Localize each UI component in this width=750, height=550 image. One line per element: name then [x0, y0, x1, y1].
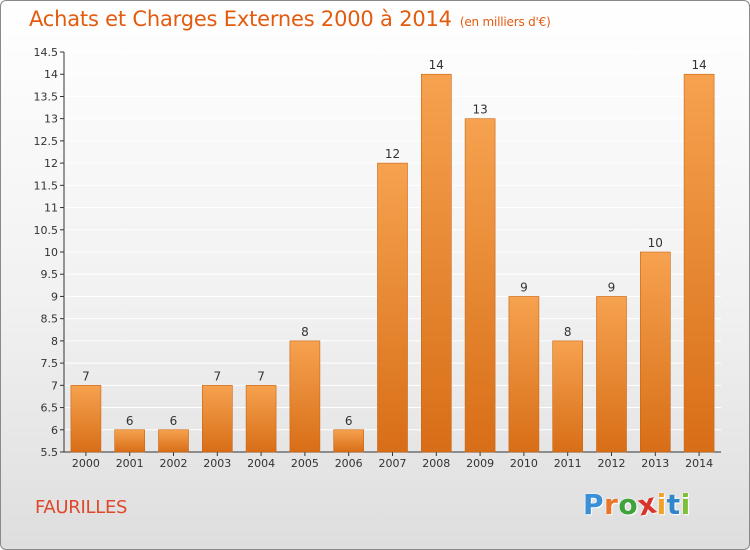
- chart-subtitle: (en milliers d'€): [459, 15, 551, 29]
- commune-name: FAURILLES: [35, 497, 128, 518]
- x-tick-label: 2005: [291, 457, 319, 470]
- bar-2006: [333, 429, 365, 453]
- bar-value-label: 13: [472, 103, 487, 117]
- bar-value-label: 6: [345, 414, 353, 428]
- bar-value-label: 9: [608, 280, 616, 294]
- bar-2012: [596, 296, 627, 453]
- y-tick-label: 5.5: [41, 446, 59, 459]
- logo-letter: i: [680, 488, 691, 521]
- x-tick-label: 2011: [554, 457, 582, 470]
- y-tick-label: 12: [44, 157, 58, 170]
- bar-2002: [158, 429, 189, 453]
- y-tick-label: 6: [51, 424, 58, 437]
- x-tick-label: 2000: [72, 457, 100, 470]
- bar-value-label: 10: [648, 236, 663, 250]
- y-tick-label: 9: [51, 290, 58, 303]
- x-tick-label: 2012: [598, 457, 626, 470]
- y-tick-label: 7: [51, 379, 58, 392]
- x-tick-label: 2004: [247, 457, 275, 470]
- y-tick-label: 14.5: [34, 46, 59, 59]
- logo-letter: o: [618, 488, 639, 521]
- y-tick-label: 8: [51, 335, 58, 348]
- x-tick-label: 2001: [116, 457, 144, 470]
- x-tick-label: 2007: [379, 457, 407, 470]
- bar-value-label: 6: [170, 414, 178, 428]
- logo-letter: i: [656, 488, 667, 521]
- x-tick-label: 2010: [510, 457, 538, 470]
- bar-2008: [420, 73, 452, 453]
- y-tick-label: 8.5: [41, 313, 59, 326]
- bar-layer: [70, 73, 715, 453]
- logo-letter: r: [604, 488, 619, 521]
- bar-value-label: 7: [257, 369, 265, 383]
- y-tick-label: 9.5: [41, 268, 59, 281]
- bar-2003: [202, 385, 233, 453]
- bar-value-label: 6: [126, 414, 134, 428]
- x-tick-label: 2008: [422, 457, 450, 470]
- bar-value-label: 7: [213, 369, 221, 383]
- y-tick-label: 10: [44, 246, 58, 259]
- y-tick-label: 6.5: [41, 402, 59, 415]
- bar-2004: [245, 385, 277, 453]
- bar-2007: [377, 162, 408, 453]
- y-tick-label: 11: [44, 202, 58, 215]
- bar-value-label: 9: [520, 280, 528, 294]
- x-tick-label: 2006: [335, 457, 363, 470]
- bar-value-label: 12: [385, 147, 400, 161]
- bar-value-label: 8: [301, 325, 309, 339]
- y-tick-label: 14: [44, 68, 58, 81]
- x-tick-label: 2014: [685, 457, 713, 470]
- label-layer: 7 6 6 7 7 8 6 12 14 13 9 8 9 10 14: [82, 58, 707, 428]
- bar-2014: [683, 73, 715, 453]
- bar-2005: [289, 340, 321, 453]
- x-tick-label: 2002: [160, 457, 188, 470]
- bar-value-label: 14: [691, 58, 706, 72]
- y-tick-label: 7.5: [41, 357, 59, 370]
- proxiti-logo[interactable]: Proxiti: [583, 486, 691, 522]
- logo-letter: P: [583, 488, 605, 521]
- bar-2001: [114, 429, 145, 453]
- bar-2011: [552, 340, 584, 453]
- bar-2010: [508, 296, 540, 453]
- x-tick-label: 2003: [203, 457, 231, 470]
- bar-value-label: 14: [429, 58, 444, 72]
- chart-title-text: Achats et Charges Externes 2000 à 2014: [29, 7, 452, 31]
- bar-2000: [70, 385, 102, 453]
- x-tick-label: 2009: [466, 457, 494, 470]
- bar-value-label: 8: [564, 325, 572, 339]
- y-tick-label: 11.5: [34, 179, 59, 192]
- bar-value-label: 7: [82, 369, 90, 383]
- logo-letter: t: [666, 488, 681, 521]
- y-tick-label: 13.5: [34, 90, 59, 103]
- bar-2009: [464, 118, 496, 453]
- y-tick-label: 10.5: [34, 224, 59, 237]
- x-tick-label: 2013: [641, 457, 669, 470]
- y-tick-label: 12.5: [34, 135, 59, 148]
- chart-title: Achats et Charges Externes 2000 à 2014 (e…: [29, 7, 551, 31]
- bar-2013: [639, 251, 671, 453]
- y-tick-label: 13: [44, 113, 58, 126]
